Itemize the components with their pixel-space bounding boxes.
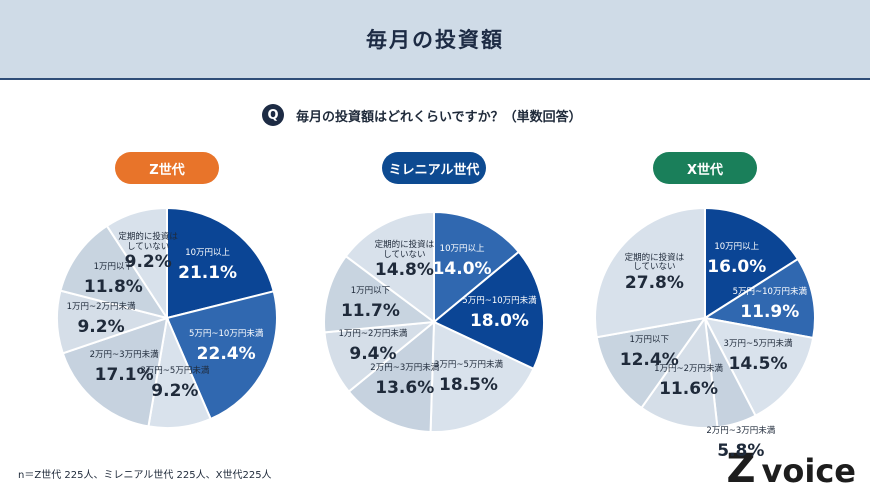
slice-value: 11.7% [340, 301, 400, 322]
pie-slice [429, 320, 535, 433]
slice-category: 2万円~3万円未満 [370, 363, 440, 374]
slice-value: 16.0% [707, 257, 767, 278]
slice-category: 1万円~2万円未満 [654, 364, 724, 375]
pie-slice [702, 257, 816, 340]
slice-category: 10万円以上 [714, 242, 760, 253]
slice-category: 2万円~3万円未満 [706, 425, 776, 436]
slice-value: 9.2% [77, 317, 125, 338]
slice-value: 14.8% [374, 260, 434, 281]
slice-value: 14.0% [432, 259, 492, 280]
slice-category: 2万円~3万円未満 [89, 350, 159, 361]
slice-category: 1万円~2万円未満 [338, 329, 408, 340]
pie-slice [703, 316, 815, 418]
chart-title: ミレニアル世代 [382, 152, 486, 184]
slice-value: 9.2% [151, 380, 199, 401]
slice-category: 定期的に投資は していない [118, 231, 178, 252]
pie-slice [594, 206, 706, 339]
header-title: 毎月の投資額 [0, 0, 870, 80]
logo-mark: Z [726, 446, 756, 492]
slice-category: 5万円~10万円未満 [462, 295, 537, 306]
question: Q 毎月の投資額はどれくらいですか？（単数回答） [262, 104, 582, 126]
slice-category: 3万円~5万円未満 [723, 339, 793, 350]
slice-value: 18.0% [469, 310, 529, 331]
slice-category: 5万円~10万円未満 [732, 287, 807, 298]
slice-category: 1万円以下 [629, 335, 669, 346]
pie-slice [105, 206, 168, 322]
logo-text: voice [761, 452, 856, 490]
slice-value: 22.4% [196, 344, 256, 365]
pie-slice [595, 316, 708, 410]
slice-category: 1万円~2万円未満 [66, 302, 136, 313]
pie-slice [344, 210, 435, 324]
slice-category: 3万円~5万円未満 [140, 365, 210, 376]
chart-title: Z世代 [115, 152, 219, 184]
pie-slice [347, 319, 436, 433]
slice-value: 17.1% [94, 365, 154, 386]
slice-value: 14.5% [728, 354, 788, 375]
question-icon: Q [262, 104, 284, 126]
pie-slice [433, 210, 521, 325]
slice-value: 21.1% [178, 263, 238, 284]
slice-value: 13.6% [375, 378, 435, 399]
pie-slice [59, 224, 170, 320]
slice-category: 1万円以下 [350, 286, 391, 297]
slice-category: 定期的に投資は していない [624, 252, 685, 273]
pie-slice [323, 254, 437, 334]
slice-category: 10万円以上 [439, 244, 485, 255]
slice-category: 10万円以上 [185, 248, 231, 259]
pie-slice [166, 206, 275, 320]
slice-value: 18.5% [438, 375, 498, 396]
pie-slice [432, 250, 545, 371]
slice-value: 12.4% [619, 350, 679, 371]
slice-value: 11.9% [740, 302, 800, 323]
sample-note: n＝Z世代 225人、ミレニアル世代 225人、X世代225人 [18, 470, 272, 481]
slice-value: 27.8% [624, 272, 684, 293]
slice-value: 11.8% [83, 276, 143, 297]
question-text: 毎月の投資額はどれくらいですか？（単数回答） [296, 109, 582, 125]
slice-value: 5.8% [717, 441, 765, 462]
pie-slice [640, 315, 719, 429]
slice-value: 9.2% [124, 251, 172, 272]
pie-slice [165, 290, 278, 421]
slice-category: 定期的に投資は していない [374, 240, 435, 260]
slice-value: 11.6% [659, 379, 719, 400]
slice-category: 1万円以下 [93, 261, 134, 272]
pie-slice [704, 206, 800, 320]
slice-value: 9.4% [349, 344, 397, 365]
slice-category: 5万円~10万円未満 [188, 329, 264, 340]
chart-title: X世代 [653, 152, 757, 184]
slice-category: 3万円~5万円未満 [434, 360, 503, 371]
